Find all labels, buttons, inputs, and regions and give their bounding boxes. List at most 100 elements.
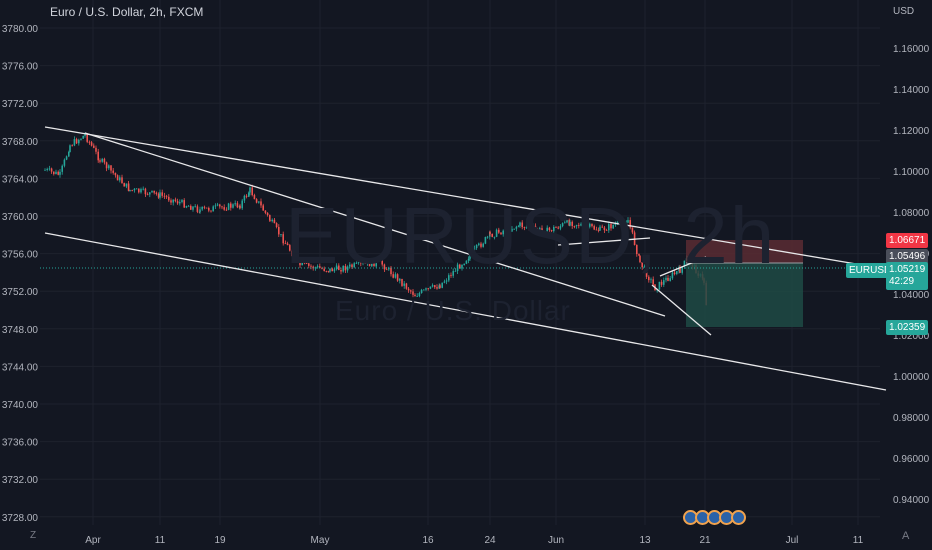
time-axis-label: 24: [484, 535, 496, 546]
trend-lines[interactable]: [44, 126, 887, 391]
candle-body: [595, 229, 598, 231]
candle-body: [223, 207, 225, 210]
candle-body: [61, 165, 63, 172]
candle-body: [534, 225, 537, 229]
right-axis-label: 1.12000: [893, 126, 930, 137]
event-icon[interactable]: [731, 510, 746, 525]
candle-body: [187, 205, 190, 207]
take-profit-zone[interactable]: [686, 263, 803, 327]
candle-body: [429, 286, 432, 289]
candle-body: [610, 224, 612, 229]
upper-channel-line[interactable]: [44, 126, 881, 269]
candle-body: [50, 168, 53, 172]
candle-body: [557, 227, 559, 229]
candle-body: [342, 265, 344, 272]
candle-body: [57, 171, 59, 175]
candle-body: [427, 288, 429, 290]
candle-body: [467, 258, 470, 261]
candle-body: [392, 274, 394, 278]
left-axis-label: 3740.00: [2, 400, 39, 411]
stop-loss-zone[interactable]: [686, 240, 803, 263]
right-axis-label: 1.08000: [893, 208, 930, 219]
candle-body: [399, 278, 401, 281]
candle-body: [601, 226, 603, 228]
candle-body: [73, 139, 76, 146]
candle-body: [660, 281, 663, 285]
candle-body: [673, 272, 676, 274]
candle-body: [416, 296, 418, 297]
candle-body: [584, 222, 587, 226]
candle-body: [116, 175, 119, 181]
candle-body: [183, 200, 185, 208]
candle-body: [262, 205, 264, 211]
inner-trend-line[interactable]: [84, 132, 666, 317]
candle-body: [219, 204, 221, 207]
symbol-watermark: EURUSD, 2h: [285, 191, 777, 280]
candle-body: [319, 266, 321, 269]
candle-body: [513, 228, 515, 230]
candle-body: [586, 225, 589, 227]
candle-body: [543, 230, 545, 235]
candle-body: [153, 190, 155, 193]
candle-body: [289, 245, 291, 251]
candle-body: [185, 206, 188, 208]
candle-body: [90, 142, 93, 146]
candle-body: [489, 231, 491, 234]
candle-body: [264, 210, 267, 213]
candle-body: [232, 204, 234, 208]
time-axis-label: Jul: [786, 535, 799, 546]
left-axis-label: 3748.00: [2, 325, 39, 336]
candle-body: [329, 268, 331, 272]
left-axis-label: 3764.00: [2, 174, 39, 185]
lower-channel-line[interactable]: [44, 232, 887, 391]
candle-body: [201, 206, 203, 210]
right-axis-label: 1.16000: [893, 44, 930, 55]
candle-body: [375, 260, 377, 267]
left-axis-label: 3776.00: [2, 62, 39, 73]
candle-body: [414, 294, 416, 297]
candle-body: [553, 227, 555, 232]
candle-body: [135, 188, 138, 190]
right-axis-label: 1.00000: [893, 372, 930, 383]
candle-body: [564, 222, 566, 224]
candle-body: [269, 220, 271, 222]
candle-body: [127, 183, 130, 191]
candle-body: [425, 288, 427, 290]
candle-body: [405, 283, 408, 289]
candle-body: [86, 134, 88, 142]
consolidation-line[interactable]: [557, 237, 651, 246]
candle-body: [480, 243, 482, 247]
right-axis-label: USD: [893, 6, 914, 17]
candle-body: [638, 254, 640, 256]
candle-body: [227, 203, 230, 210]
left-axis-label: 3768.00: [2, 137, 39, 148]
candle-body: [523, 227, 526, 228]
candle-body: [355, 262, 358, 264]
candle-body: [71, 145, 73, 147]
candle-body: [366, 261, 369, 264]
candle-body: [176, 201, 179, 204]
auto-scale-button[interactable]: A: [902, 530, 910, 542]
wedge-lower-line[interactable]: [651, 284, 712, 336]
candle-body: [623, 221, 625, 225]
time-axis: Apr 11 19 May 16 24 Jun 13 21 Jul 11: [85, 535, 863, 546]
candle-body: [639, 255, 641, 263]
candle-body: [133, 188, 136, 191]
right-axis-label: 1.14000: [893, 85, 930, 96]
candle-body: [360, 261, 362, 264]
candle-body: [338, 265, 340, 270]
right-axis-label: 0.98000: [893, 413, 930, 424]
zoom-button[interactable]: Z: [30, 530, 37, 541]
candle-body: [629, 220, 631, 228]
time-axis-label: 16: [422, 535, 434, 546]
candle-body: [323, 268, 325, 271]
candle-body: [665, 277, 667, 281]
wedge-upper-line[interactable]: [659, 256, 707, 277]
right-axis-label: 0.96000: [893, 454, 930, 465]
candle-body: [194, 206, 196, 208]
candle-body: [652, 279, 654, 285]
candle-body: [669, 278, 671, 281]
candle-body: [452, 271, 454, 276]
candle-body: [258, 201, 260, 203]
candle-body: [364, 262, 366, 264]
